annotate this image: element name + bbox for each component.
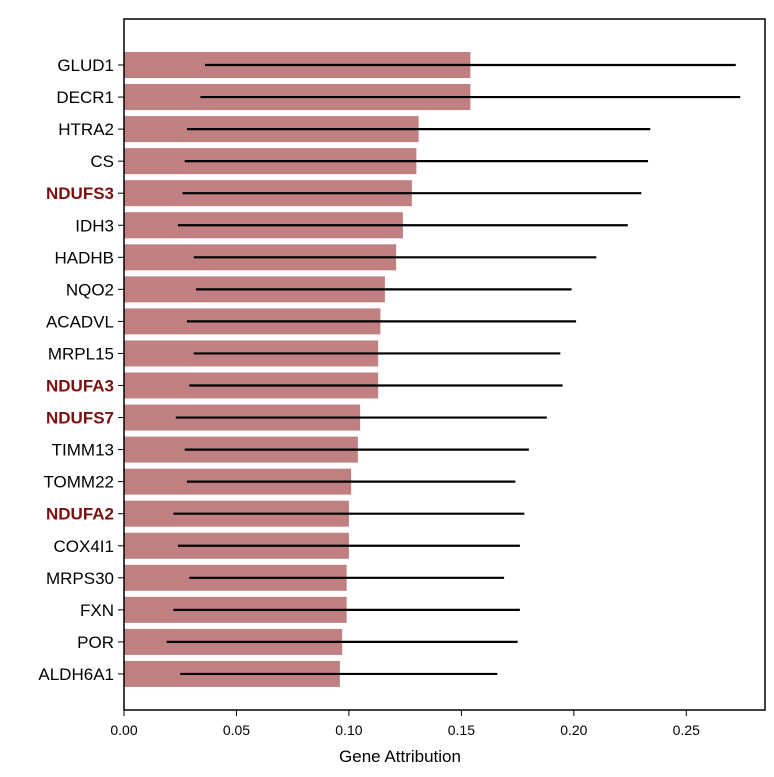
error-bars-layer [166,63,741,676]
y-tick-label-glud1: GLUD1 [57,56,114,75]
y-tick-label-cox4i1: COX4I1 [54,537,114,556]
y-tick-label-htra2: HTRA2 [58,120,114,139]
y-tick-label-aldh6a1: ALDH6A1 [38,665,114,684]
x-tick-label-4: 0.20 [560,722,587,738]
y-tick-label-idh3: IDH3 [75,216,114,235]
x-tick-label-1: 0.05 [223,722,250,738]
y-tick-label-ndufs3: NDUFS3 [46,184,114,203]
x-tick-label-2: 0.10 [335,722,362,738]
plot-frame [123,18,766,711]
y-tick-label-acadvl: ACADVL [46,312,114,331]
y-tick-label-mrpl15: MRPL15 [48,344,114,363]
y-tick-label-timm13: TIMM13 [52,441,114,460]
y-tick-labels: GLUD1 DECR1 HTRA2 CS NDUFS3 IDH3 HADHB NQO2 ACAD… [38,56,124,684]
x-tick-label-0: 0.00 [110,722,137,738]
y-tick-label-decr1: DECR1 [56,88,114,107]
y-tick-label-nqo2: NQO2 [66,280,114,299]
y-tick-label-fxn: FXN [80,601,114,620]
x-ticks: 0.00 0.05 0.10 0.15 0.20 0.25 [110,710,700,738]
y-tick-label-ndufa3: NDUFA3 [46,377,114,396]
x-axis-label: Gene Attribution [339,747,461,766]
y-tick-label-mrps30: MRPS30 [46,569,114,588]
y-tick-label-ndufs7: NDUFS7 [46,409,114,428]
y-tick-label-tomm22: TOMM22 [43,473,114,492]
y-tick-label-hadhb: HADHB [54,248,114,267]
x-tick-label-5: 0.25 [673,722,700,738]
y-tick-label-cs: CS [90,152,114,171]
bars-layer [124,52,471,687]
y-tick-label-por: POR [77,633,114,652]
y-tick-label-ndufa2: NDUFA2 [46,505,114,524]
x-tick-label-3: 0.15 [448,722,475,738]
